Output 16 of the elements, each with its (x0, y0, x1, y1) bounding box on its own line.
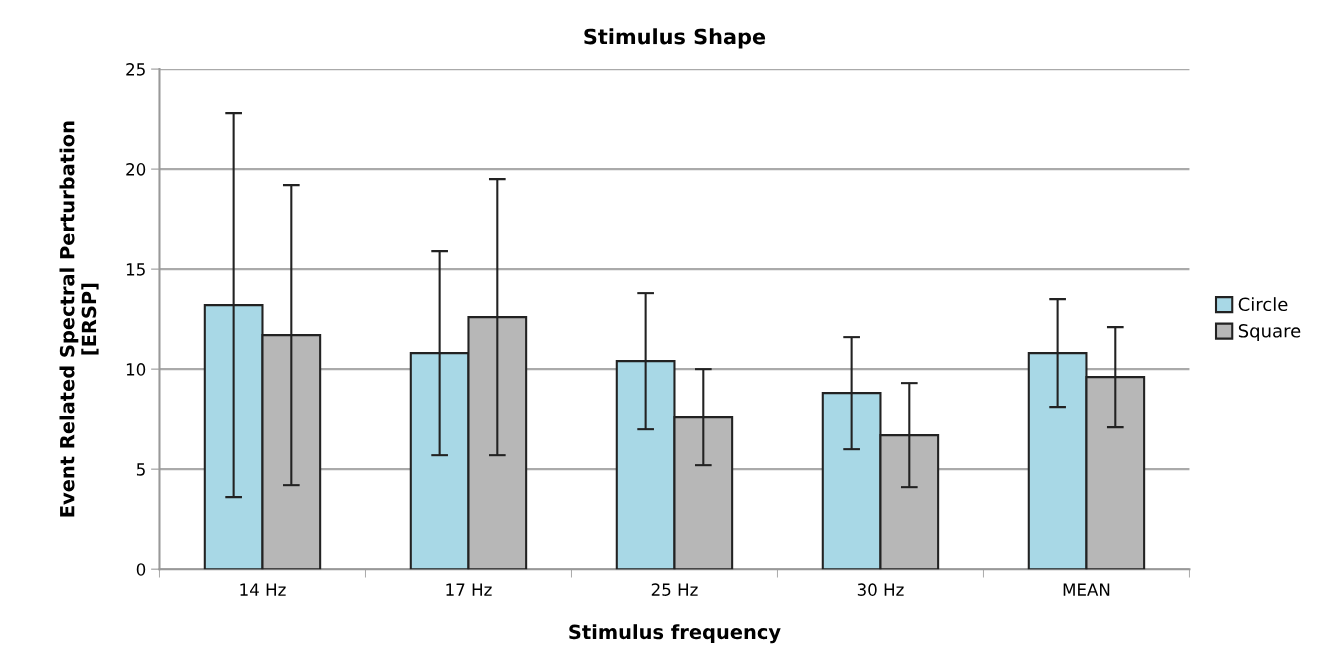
x-tick-label: MEAN (1063, 583, 1110, 596)
y-axis-title: Event Related Spectral Perturbation [ERSP] (59, 121, 99, 517)
x-tick-label: 30 Hz (857, 583, 904, 596)
y-tick-label: 0 (136, 563, 146, 576)
y-tick-label: 25 (126, 63, 145, 76)
x-tick-label: 25 Hz (651, 583, 698, 596)
y-tick-label: 20 (126, 163, 146, 176)
x-axis-title: Stimulus frequency (569, 624, 781, 644)
y-tick-label: 15 (126, 263, 145, 276)
y-tick-label: 5 (136, 463, 145, 476)
legend-label: Square (1238, 323, 1301, 342)
x-tick-label: 17 Hz (446, 583, 492, 596)
legend-label: Circle (1238, 297, 1288, 312)
x-tick-label: 14 Hz (240, 583, 286, 596)
y-tick-label: 10 (126, 363, 146, 376)
chart-title: Stimulus Shape (584, 28, 766, 49)
